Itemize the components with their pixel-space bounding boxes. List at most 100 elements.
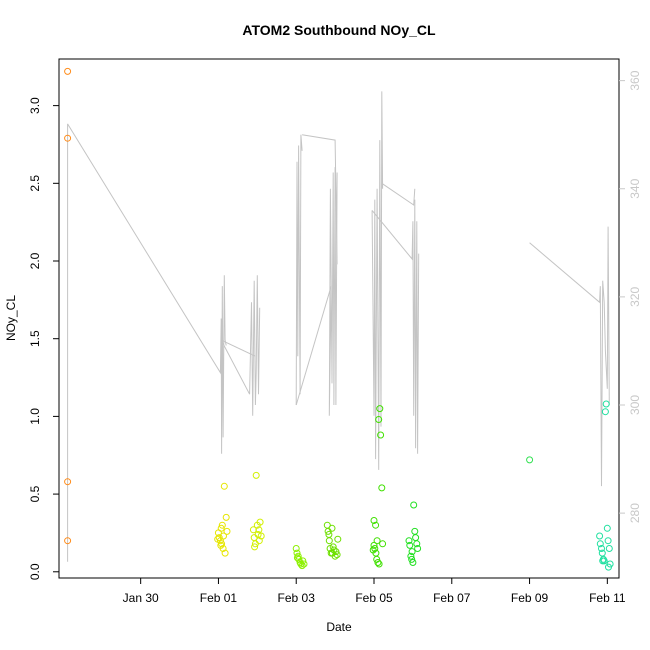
data-point-s5-4 <box>374 559 382 566</box>
data-point-s5-0 <box>370 541 378 549</box>
data-point-s1-8 <box>220 482 228 490</box>
data-point-s4-2 <box>325 537 333 545</box>
data-point-s6-5 <box>410 501 418 509</box>
data-point-s6-8 <box>413 540 421 548</box>
trace-segment-1 <box>67 123 227 454</box>
data-point-s3-9 <box>293 554 301 562</box>
y-tick-label-6: 3.0 <box>28 97 42 114</box>
data-point-s3-6 <box>298 562 306 570</box>
data-point-s6-2 <box>407 552 415 560</box>
y-tick-label-1: 0.5 <box>28 485 42 502</box>
data-point-s8-12 <box>605 563 612 571</box>
data-point-s8-13 <box>599 557 607 565</box>
data-point-s3-1 <box>293 549 301 557</box>
trace-segment-9 <box>371 199 420 454</box>
data-point-s8-0 <box>596 532 604 540</box>
data-point-s5-5 <box>375 416 383 423</box>
trace-segment-4 <box>295 134 303 406</box>
data-point-s4-13 <box>328 549 336 557</box>
data-point-s5-6 <box>376 405 384 413</box>
x-tick-label-4: Feb 07 <box>433 591 471 605</box>
data-point-s8-8 <box>603 524 611 532</box>
data-point-s1-12 <box>214 535 222 543</box>
y2-tick-label-1: 300 <box>628 395 642 415</box>
data-point-s5-13 <box>369 546 377 554</box>
data-point-s6-9 <box>414 545 422 552</box>
data-point-s3-8 <box>300 560 308 568</box>
data-point-s6-10 <box>408 548 416 556</box>
data-point-s0-1 <box>64 134 72 142</box>
data-point-s6-3 <box>408 555 416 563</box>
trace-segment-10 <box>381 182 416 206</box>
data-point-s3-0 <box>292 545 300 552</box>
x-axis: Jan 30 Feb 01 Feb 03 Feb 05 Feb 07 Feb 09 Feb … <box>123 578 626 605</box>
data-point-s4-11 <box>334 535 342 543</box>
points-layer <box>64 67 614 571</box>
data-point-s0-2 <box>64 478 72 486</box>
trace-segment-7 <box>295 285 332 406</box>
data-point-s4-9 <box>332 548 340 556</box>
data-point-s2-7 <box>256 518 264 526</box>
trace-segment-8 <box>371 91 384 470</box>
data-point-s5-1 <box>371 545 379 552</box>
data-point-s1-7 <box>220 532 227 540</box>
data-point-s1-10 <box>222 513 230 521</box>
chart-title: ATOM2 Southbound NOy_CL <box>242 22 436 38</box>
y2-tick-label-3: 340 <box>628 178 642 198</box>
y-tick-label-5: 2.5 <box>28 175 42 192</box>
data-point-s6-1 <box>406 541 414 549</box>
data-point-s8-7 <box>602 400 610 408</box>
data-point-s1-5 <box>218 521 226 529</box>
data-point-s1-9 <box>221 549 229 557</box>
data-point-s4-5 <box>328 524 336 532</box>
y-axis: 0.0 0.5 1.0 1.5 2.0 2.5 3.0 <box>28 97 59 580</box>
data-point-s8-2 <box>598 545 605 552</box>
x-tick-label-2: Feb 03 <box>278 591 316 605</box>
y-tick-label-2: 1.0 <box>28 408 42 425</box>
y2-tick-label-4: 360 <box>628 70 642 90</box>
data-point-s8-10 <box>605 545 613 552</box>
y2-axis: 280 300 320 340 360 <box>619 70 642 523</box>
data-point-s5-10 <box>370 517 378 524</box>
data-point-s0-3 <box>64 537 72 545</box>
trace-segment-3 <box>220 339 256 357</box>
y-axis-label: NOy_CL <box>4 295 18 341</box>
data-point-s1-3 <box>217 524 225 532</box>
data-point-s6-4 <box>409 559 417 566</box>
trace-segment-6 <box>328 167 338 416</box>
data-point-s5-14 <box>375 560 383 568</box>
data-point-s4-12 <box>325 531 333 538</box>
x-tick-label-0: Jan 30 <box>123 591 159 605</box>
y-tick-label-3: 1.5 <box>28 330 42 347</box>
data-point-s6-6 <box>411 527 419 535</box>
trace-segment-11 <box>529 226 610 487</box>
data-point-s0-0 <box>64 67 72 75</box>
x-tick-label-6: Feb 11 <box>589 591 626 605</box>
y-tick-label-4: 2.0 <box>28 252 42 269</box>
data-point-s2-10 <box>255 526 263 534</box>
data-point-s8-1 <box>596 540 604 548</box>
x-tick-label-5: Feb 09 <box>511 591 549 605</box>
y-tick-label-0: 0.0 <box>28 563 42 580</box>
data-point-s2-3 <box>252 471 260 479</box>
data-point-s1-13 <box>217 541 225 549</box>
data-point-s2-8 <box>257 532 265 540</box>
data-point-s5-12 <box>373 537 381 545</box>
x-tick-label-3: Feb 05 <box>355 591 393 605</box>
data-point-s1-1 <box>215 534 223 542</box>
data-point-s3-3 <box>295 555 303 563</box>
data-point-s8-6 <box>601 408 609 416</box>
trace-segment-2 <box>220 275 261 416</box>
data-point-s8-9 <box>604 537 612 545</box>
data-point-s4-10 <box>333 551 341 559</box>
data-point-s2-6 <box>255 537 263 545</box>
data-point-s7-0 <box>526 456 534 464</box>
data-point-s6-7 <box>412 534 420 542</box>
plot-frame <box>58 58 620 579</box>
data-point-s5-9 <box>379 540 387 548</box>
data-point-s5-11 <box>372 521 380 529</box>
data-point-s1-11 <box>223 527 231 535</box>
x-tick-label-1: Feb 01 <box>200 591 238 605</box>
data-point-s6-0 <box>405 537 413 545</box>
